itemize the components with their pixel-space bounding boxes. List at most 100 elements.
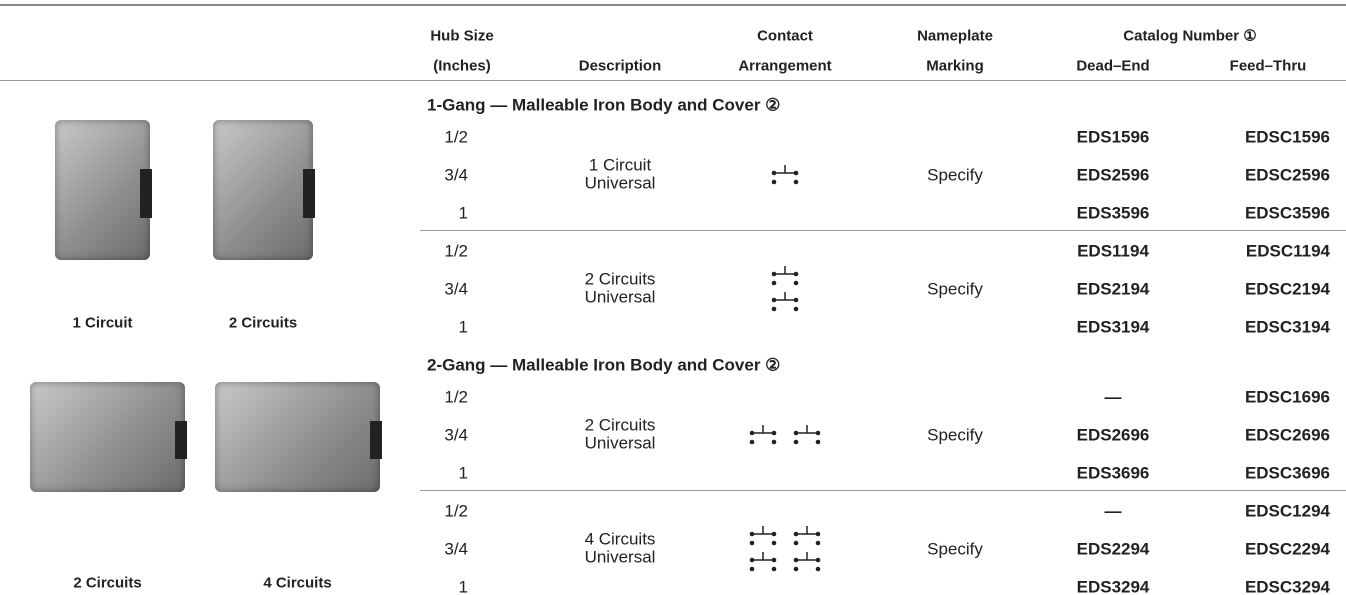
- contact-symbol: [749, 531, 755, 537]
- contact-symbol: [815, 430, 821, 436]
- header-contact: Arrangement: [738, 57, 832, 75]
- contact-symbol: [815, 531, 821, 537]
- header-contact: Contact: [757, 27, 813, 45]
- contact-symbol: [793, 531, 799, 537]
- contact-symbol: [771, 566, 777, 572]
- group-rule: [420, 230, 1346, 231]
- feed-thru: EDSC2696: [1244, 425, 1330, 445]
- feed-thru: EDSC3696: [1244, 463, 1330, 483]
- dead-end: EDS2294: [1076, 539, 1150, 559]
- description: Universal: [584, 433, 656, 453]
- nameplate-marking: Specify: [927, 279, 983, 299]
- header-nameplate: Marking: [926, 57, 984, 75]
- header-rule: [0, 80, 1346, 81]
- feed-thru: EDSC1294: [1244, 501, 1330, 521]
- contact-symbol: [793, 540, 799, 546]
- feed-thru: EDSC2294: [1244, 539, 1330, 559]
- feed-thru: EDSC1194: [1245, 241, 1330, 261]
- product-image-detail: [303, 169, 315, 218]
- contact-symbol: [815, 557, 821, 563]
- product-image: [30, 382, 185, 492]
- contact-symbol: [771, 439, 777, 445]
- hub-size: 1/2: [444, 127, 468, 147]
- contact-symbol: [815, 540, 821, 546]
- contact-symbol: [749, 439, 755, 445]
- nameplate-marking: Specify: [927, 539, 983, 559]
- product-image: [213, 120, 313, 260]
- contact-symbol: [793, 179, 799, 185]
- contact-symbol: [771, 306, 777, 312]
- description: 2 Circuits: [584, 415, 656, 435]
- dead-end: EDS2596: [1076, 165, 1150, 185]
- contact-symbol: [793, 566, 799, 572]
- contact-symbol: [793, 170, 799, 176]
- contact-symbol: [749, 566, 755, 572]
- feed-thru: EDSC3596: [1244, 203, 1330, 223]
- hub-size: 3/4: [444, 165, 468, 185]
- description: 4 Circuits: [584, 529, 656, 549]
- product-image-detail: [175, 420, 187, 459]
- hub-size: 1/2: [444, 387, 468, 407]
- dead-end: —: [1104, 387, 1122, 407]
- hub-size: 1/2: [444, 241, 468, 261]
- dead-end: —: [1104, 501, 1122, 521]
- header-nameplate: Nameplate: [917, 27, 993, 45]
- dead-end: EDS3194: [1076, 317, 1150, 337]
- hub-size: 3/4: [444, 425, 468, 445]
- contact-symbol: [793, 280, 799, 286]
- description: 2 Circuits: [584, 269, 656, 289]
- contact-symbol: [771, 179, 777, 185]
- nameplate-marking: Specify: [927, 425, 983, 445]
- header-description: Description: [578, 57, 662, 75]
- contact-symbol: [793, 430, 799, 436]
- contact-symbol: [771, 271, 777, 277]
- dead-end: EDS1194: [1077, 241, 1149, 261]
- product-image-detail: [140, 169, 152, 218]
- contact-symbol: [793, 271, 799, 277]
- contact-symbol: [793, 557, 799, 563]
- hub-size: 1: [458, 577, 468, 595]
- contact-symbol: [793, 306, 799, 312]
- hub-size: 1: [458, 463, 468, 483]
- header-hub: Hub Size: [430, 27, 494, 45]
- hub-size: 1: [458, 317, 468, 337]
- image-caption: 1 Circuit: [72, 314, 133, 332]
- top-rule: [0, 4, 1346, 6]
- group-rule: [420, 490, 1346, 491]
- contact-symbol: [749, 540, 755, 546]
- image-caption: 2 Circuits: [228, 314, 298, 332]
- contact-symbol: [771, 540, 777, 546]
- feed-thru: EDSC1596: [1244, 127, 1330, 147]
- dead-end: EDS2194: [1076, 279, 1150, 299]
- contact-symbol: [815, 439, 821, 445]
- header-feed-thru: Feed–Thru: [1229, 57, 1307, 75]
- dead-end: EDS1596: [1076, 127, 1150, 147]
- dead-end: EDS3696: [1076, 463, 1150, 483]
- feed-thru: EDSC2194: [1244, 279, 1330, 299]
- contact-symbol: [771, 430, 777, 436]
- description: Universal: [584, 173, 656, 193]
- section-title: 1-Gang — Malleable Iron Body and Cover ②: [427, 95, 781, 115]
- contact-symbol: [771, 170, 777, 176]
- hub-size: 1: [458, 203, 468, 223]
- product-image: [215, 382, 380, 492]
- dead-end: EDS3294: [1076, 577, 1150, 595]
- contact-symbol: [771, 280, 777, 286]
- contact-symbol: [815, 566, 821, 572]
- contact-symbol: [749, 430, 755, 436]
- product-image: [55, 120, 150, 260]
- header-catalog: Catalog Number ①: [1123, 27, 1257, 45]
- contact-symbol: [793, 297, 799, 303]
- description: 1 Circuit: [588, 155, 652, 175]
- nameplate-marking: Specify: [927, 165, 983, 185]
- product-image-detail: [370, 420, 382, 459]
- contact-symbol: [771, 531, 777, 537]
- description: Universal: [584, 287, 656, 307]
- description: Universal: [584, 547, 656, 567]
- contact-symbol: [771, 297, 777, 303]
- hub-size: 1/2: [444, 501, 468, 521]
- hub-size: 3/4: [444, 279, 468, 299]
- dead-end: EDS3596: [1076, 203, 1150, 223]
